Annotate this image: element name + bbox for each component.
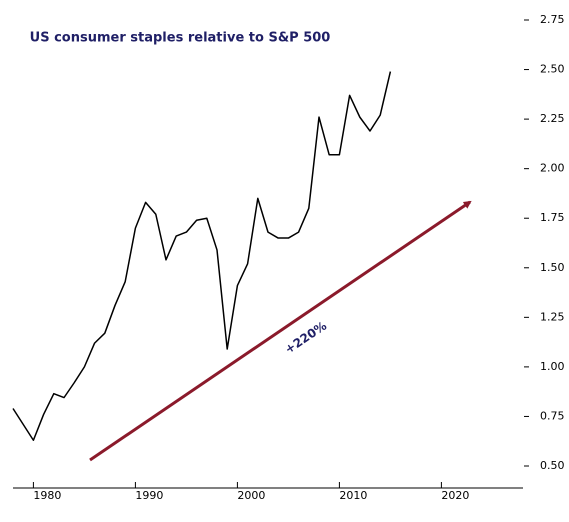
- y-tick-label: 0.75: [540, 409, 565, 422]
- y-tick-label: 0.50: [540, 459, 565, 472]
- x-tick-label: 2010: [339, 489, 367, 502]
- y-tick-label: 1.50: [540, 261, 565, 274]
- x-tick-label: 2020: [441, 489, 469, 502]
- y-tick-label: 1.00: [540, 360, 565, 373]
- y-tick-label: 1.25: [540, 310, 565, 323]
- trend-arrow: [89, 200, 472, 462]
- data-line: [12, 71, 392, 441]
- y-tick-label: 2.25: [540, 112, 565, 125]
- x-tick-label: 1990: [135, 489, 163, 502]
- x-tick-label: 2000: [237, 489, 265, 502]
- chart-title: US consumer staples relative to S&P 500: [30, 31, 331, 46]
- x-tick-label: 1980: [33, 489, 61, 502]
- y-tick-label: 2.00: [540, 162, 565, 175]
- y-tick-label: 2.75: [540, 13, 565, 26]
- y-tick-label: 2.50: [540, 63, 565, 76]
- y-tick-label: 1.75: [540, 211, 565, 224]
